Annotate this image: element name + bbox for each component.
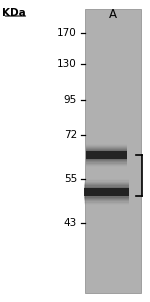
Text: 170: 170 — [57, 28, 77, 38]
Bar — [86, 148, 127, 162]
Bar — [85, 9, 141, 293]
Bar — [84, 185, 129, 199]
Text: 55: 55 — [64, 174, 77, 185]
Text: A: A — [109, 8, 117, 21]
Bar — [84, 180, 129, 204]
Bar — [84, 188, 129, 196]
Bar — [86, 152, 127, 159]
Text: 95: 95 — [64, 95, 77, 105]
Text: 43: 43 — [64, 218, 77, 228]
Bar — [84, 183, 129, 201]
Bar — [84, 182, 129, 203]
Text: KDa: KDa — [3, 8, 26, 18]
Bar — [84, 184, 129, 200]
Bar — [86, 143, 127, 167]
Bar — [86, 149, 127, 161]
Text: 130: 130 — [57, 59, 77, 69]
Bar — [84, 179, 129, 205]
Bar — [86, 145, 127, 166]
Bar — [86, 152, 127, 159]
Bar — [86, 147, 127, 164]
Text: 72: 72 — [64, 130, 77, 140]
Bar — [86, 150, 127, 160]
Bar — [84, 187, 129, 198]
Bar — [84, 188, 129, 196]
Bar — [86, 146, 127, 165]
